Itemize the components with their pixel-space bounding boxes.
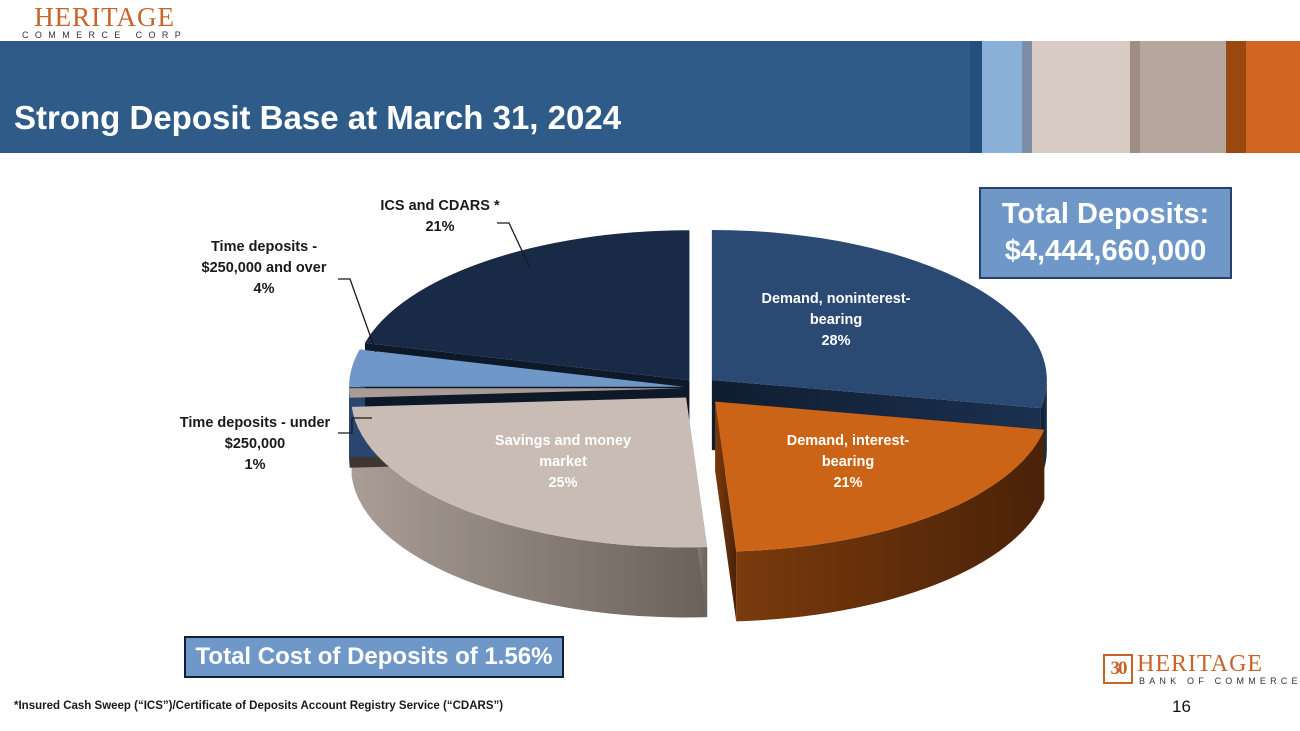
pie-slice-3 <box>349 388 685 398</box>
pie-label: Time deposits - under $250,000 1% <box>180 415 331 473</box>
total-cost-box: Total Cost of Deposits of 1.56% <box>184 636 564 678</box>
leader-line <box>497 222 531 269</box>
total-deposits-callout: Total Deposits: $4,444,660,000 <box>979 187 1232 279</box>
footer-logo-brand: HERITAGE <box>1137 651 1264 677</box>
leader-line <box>338 417 372 434</box>
logo-brand: HERITAGE <box>34 2 175 32</box>
pie-labels: Demand, noninterest-bearing 28% Demand, in… <box>180 198 911 491</box>
footer-logo-subtitle: BANK OF COMMERCE <box>1139 676 1300 686</box>
pie-slice-side <box>736 429 1045 622</box>
page-title: Strong Deposit Base at March 31, 2024 <box>14 99 622 136</box>
pie-slice-4 <box>349 349 685 387</box>
anniversary-badge-icon: 30 <box>1103 654 1133 684</box>
callout-value: $4,444,660,000 <box>1004 235 1207 267</box>
heritage-bank-logo: 30 HERITAGE BANK OF COMMERCE <box>1103 651 1298 688</box>
pie-label: Time deposits -$250,000 and over 4% <box>202 239 327 297</box>
deposit-pie-chart: Demand, noninterest-bearing 28% Demand, in… <box>180 198 1047 622</box>
pie-slice-0 <box>711 229 1047 409</box>
page-number: 16 <box>1172 697 1191 716</box>
pie-slice-wall <box>715 401 737 622</box>
pie-slice-5 <box>364 230 690 381</box>
pie-top-layer <box>349 229 1047 552</box>
pie-label: Demand, interest-bearing 21% <box>787 433 910 491</box>
banner-decoration <box>970 41 1300 153</box>
pie-slice-2 <box>351 397 708 548</box>
pie-label: ICS and CDARS * 21% <box>380 198 500 235</box>
footnote: *Insured Cash Sweep (“ICS”)/Certificate … <box>14 700 504 712</box>
pie-leader-lines <box>338 222 531 434</box>
pie-slice-1 <box>715 401 1045 552</box>
pie-label: Savings and money market 25% <box>495 433 631 491</box>
callout-label: Total Deposits: <box>1001 198 1210 230</box>
pie-label: Demand, noninterest-bearing 28% <box>761 291 910 349</box>
leader-line <box>338 278 377 353</box>
logo-subtitle: COMMERCE CORP <box>22 30 188 40</box>
pie-slice-side <box>351 406 708 618</box>
heritage-logo: HERITAGE COMMERCE CORP <box>22 2 187 40</box>
